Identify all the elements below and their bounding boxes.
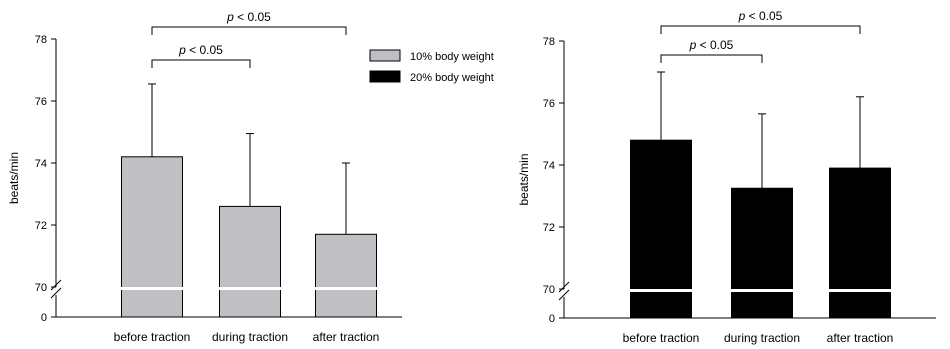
- legend-label: 20% body weight: [410, 72, 494, 84]
- x-tick-label: after traction: [827, 331, 894, 345]
- significance-bracket: [151, 26, 347, 35]
- y-tick-label: 76: [35, 96, 47, 108]
- axis-break-mark: [50, 287, 62, 299]
- bar: [731, 187, 793, 319]
- axis-break-mark: [50, 279, 62, 291]
- significance-bracket: [660, 54, 763, 63]
- x-tick-label: after traction: [313, 330, 380, 344]
- axis-break-mark: [558, 281, 570, 293]
- bar: [121, 156, 183, 318]
- y-tick-label: 70: [35, 282, 47, 294]
- y-axis-label: beats/min: [517, 153, 531, 205]
- bar: [315, 233, 377, 318]
- significance-bracket: [151, 59, 251, 68]
- y-tick-label: 74: [35, 158, 47, 170]
- y-tick-label: 70: [543, 284, 555, 296]
- legend-label: 10% body weight: [410, 51, 494, 63]
- y-tick-label: 78: [35, 34, 47, 46]
- y-tick-label: 74: [543, 160, 555, 172]
- significance-label: p < 0.05: [689, 38, 734, 52]
- significance-label: p < 0.05: [178, 43, 223, 57]
- axis-break-mark: [558, 289, 570, 301]
- y-tick-label: 72: [543, 222, 555, 234]
- y-tick-label: 78: [543, 36, 555, 48]
- chart-panel-left: before traction during traction after trac…: [7, 10, 402, 344]
- x-tick-label: before traction: [114, 330, 191, 344]
- significance-label: p < 0.05: [226, 10, 271, 24]
- bar: [829, 167, 891, 319]
- y-tick-label: 76: [543, 98, 555, 110]
- x-tick-label: during traction: [212, 330, 288, 344]
- y-tick-label: 0: [41, 312, 47, 324]
- y-tick-label: 72: [35, 220, 47, 232]
- y-tick-label: 0: [549, 313, 555, 325]
- legend-swatch: [369, 70, 401, 83]
- x-tick-label: during traction: [724, 331, 800, 345]
- y-axis-label: beats/min: [7, 152, 21, 204]
- legend: 10% body weight 20% body weight: [369, 49, 494, 84]
- bar: [219, 205, 281, 318]
- chart-panel-right: before traction during traction after trac…: [517, 9, 936, 345]
- significance-label: p < 0.05: [738, 9, 783, 23]
- x-tick-label: before traction: [623, 331, 700, 345]
- significance-bracket: [660, 25, 861, 34]
- legend-swatch: [369, 49, 401, 62]
